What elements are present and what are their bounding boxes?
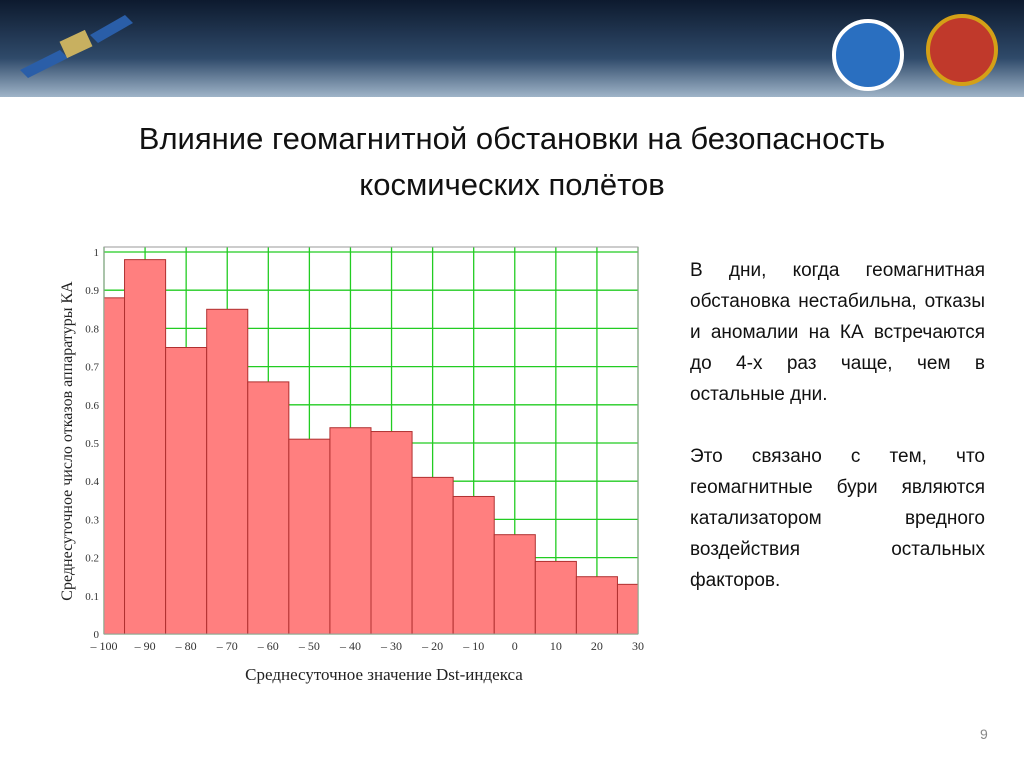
emblem bbox=[926, 14, 998, 86]
y-tick-label: 1 bbox=[94, 247, 100, 259]
x-tick-label: – 90 bbox=[134, 639, 156, 653]
x-tick-label: 20 bbox=[591, 639, 603, 653]
title-line: Влияние геомагнитной обстановки на безоп… bbox=[138, 121, 886, 156]
x-tick-label: – 70 bbox=[216, 639, 238, 653]
satellite bbox=[20, 15, 133, 78]
x-axis-label: Среднесуточное значение Dst-индекса bbox=[245, 665, 523, 684]
paragraph: Это связано с тем, что геомагнитные бури… bbox=[690, 446, 985, 591]
y-tick-label: 0.3 bbox=[85, 514, 99, 526]
y-tick-label: 0.7 bbox=[85, 362, 99, 374]
slide-title: Влияние геомагнитной обстановки на безоп… bbox=[0, 116, 1024, 208]
bar bbox=[288, 438, 331, 634]
bar bbox=[124, 259, 167, 634]
y-tick-label: 0.9 bbox=[85, 285, 99, 297]
title-line: космических полётов bbox=[359, 167, 665, 202]
plot-frame bbox=[103, 246, 639, 635]
y-tick-label: 0.8 bbox=[85, 323, 99, 335]
x-tick-label: – 20 bbox=[421, 639, 443, 653]
bar bbox=[247, 381, 290, 634]
bar bbox=[493, 534, 536, 634]
y-tick-label: 0.1 bbox=[85, 591, 99, 603]
y-tick-label: 0.2 bbox=[85, 553, 99, 565]
y-tick-label: 0.4 bbox=[85, 476, 99, 488]
x-tick-label: – 60 bbox=[257, 639, 279, 653]
body-text: В дни, когда геомагнитная обстановка нес… bbox=[690, 255, 985, 627]
bar bbox=[452, 495, 495, 634]
bar bbox=[575, 576, 618, 634]
bar bbox=[329, 427, 372, 634]
x-tick-label: 0 bbox=[512, 639, 518, 653]
bar bbox=[616, 583, 638, 634]
logo bbox=[832, 19, 904, 91]
x-tick-label: 10 bbox=[550, 639, 562, 653]
x-tick-label: – 40 bbox=[339, 639, 361, 653]
x-tick-label: 30 bbox=[632, 639, 644, 653]
banner bbox=[0, 0, 1024, 97]
bar bbox=[370, 431, 413, 634]
bar bbox=[206, 308, 249, 634]
paragraph: В дни, когда геомагнитная обстановка нес… bbox=[690, 260, 985, 405]
bar bbox=[165, 347, 208, 634]
y-tick-label: 0.5 bbox=[85, 438, 99, 450]
x-tick-label: – 80 bbox=[175, 639, 197, 653]
bar bbox=[411, 476, 454, 634]
x-tick-label: – 10 bbox=[462, 639, 484, 653]
y-axis-label: Среднесуточное число отказов аппаратуры … bbox=[59, 281, 76, 601]
chart: Среднесуточное значение Dst-индекса Сред… bbox=[59, 246, 644, 684]
y-tick-label: 0.6 bbox=[85, 400, 99, 412]
x-tick-label: – 100 bbox=[90, 639, 118, 653]
page-number: 9 bbox=[980, 726, 988, 742]
bar bbox=[534, 560, 577, 634]
x-tick-label: – 50 bbox=[298, 639, 320, 653]
x-tick-label: – 30 bbox=[380, 639, 402, 653]
y-tick-label: 0 bbox=[94, 629, 100, 641]
